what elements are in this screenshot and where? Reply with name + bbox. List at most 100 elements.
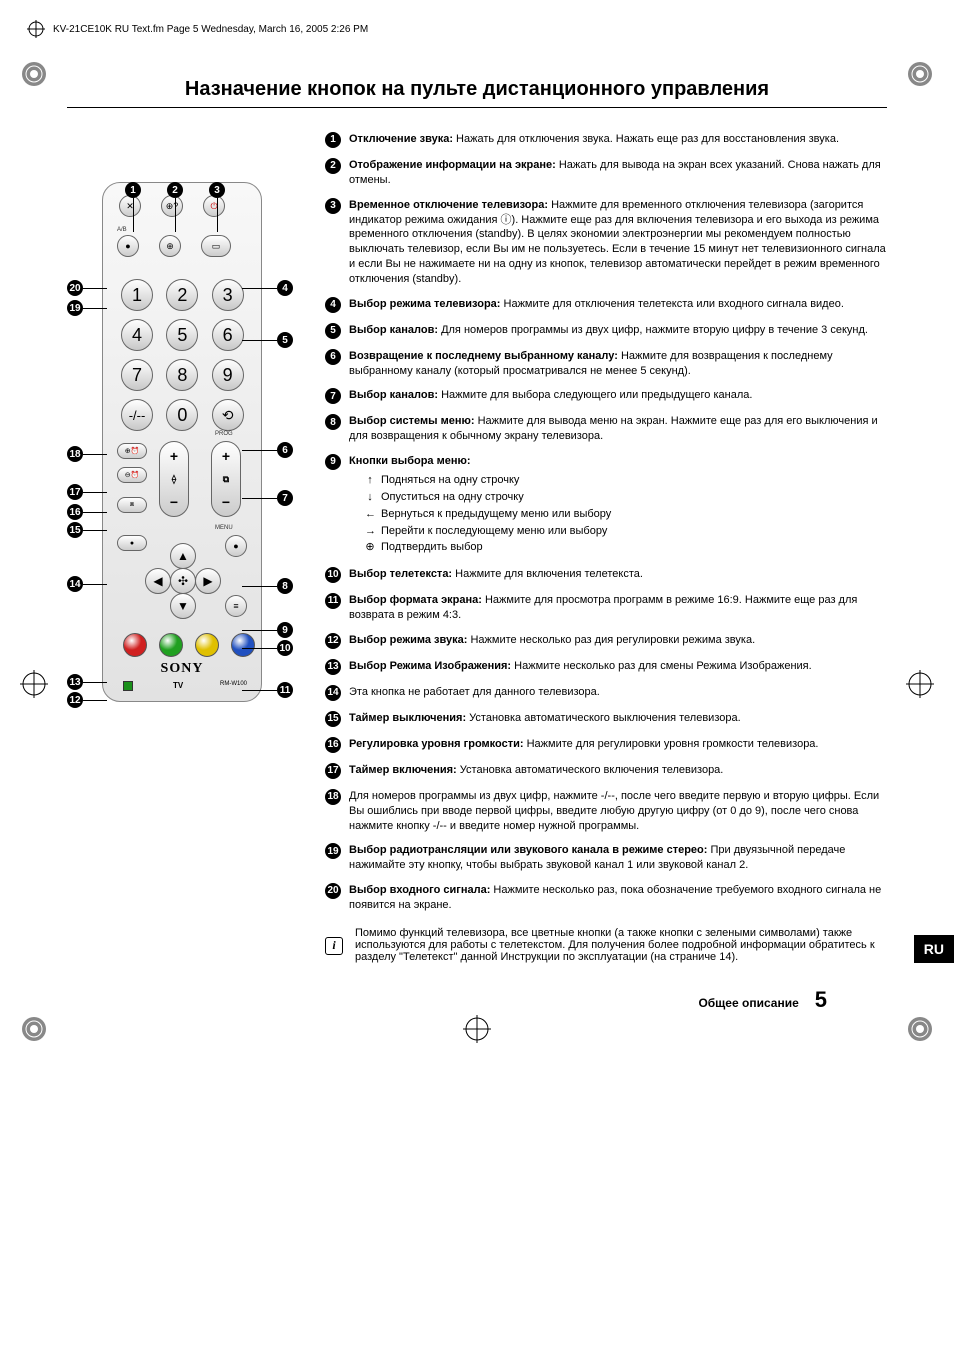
info-note: i Помимо функций телевизора, все цветные … (325, 927, 887, 963)
input-button[interactable]: ⊕ (159, 235, 181, 257)
callout-5: 5 (277, 332, 293, 348)
bullet-icon: 5 (325, 323, 341, 339)
timer-on-btn[interactable]: ⊕⏰ (117, 443, 147, 459)
bullet-icon: 8 (325, 414, 341, 430)
callout-6: 6 (277, 442, 293, 458)
volume-rocker[interactable]: + ⟠ − (159, 441, 189, 517)
bullet-icon: 15 (325, 711, 341, 727)
bullet-icon: 9 (325, 454, 341, 470)
num-6[interactable]: 6 (212, 319, 244, 351)
num-3[interactable]: 3 (212, 279, 244, 311)
desc-text: Выбор телетекста: Нажмите для включения … (349, 567, 887, 583)
numpad: 1 2 3 4 5 6 7 8 9 -/-- 0 ⟲ (121, 279, 245, 431)
bullet-icon: 2 (325, 158, 341, 174)
callout-8: 8 (277, 578, 293, 594)
brand-label: SONY (103, 661, 261, 677)
callout-4: 4 (277, 280, 293, 296)
extra-btn[interactable]: ⧈ (117, 497, 147, 513)
desc-text: Отключение звука: Нажать для отключения … (349, 132, 887, 148)
digit-dash[interactable]: -/-- (121, 399, 153, 431)
page-title: Назначение кнопок на пульте дистанционно… (67, 78, 887, 108)
num-1[interactable]: 1 (121, 279, 153, 311)
bullet-icon: 18 (325, 789, 341, 805)
desc-item-19: 19Выбор радиотрансляции или звукового ка… (325, 843, 887, 873)
ok-button[interactable]: ✣ (170, 568, 196, 594)
callout-3: 3 (209, 182, 225, 198)
num-9[interactable]: 9 (212, 359, 244, 391)
num-8[interactable]: 8 (166, 359, 198, 391)
right-button[interactable]: ▶ (195, 568, 221, 594)
desc-text: Эта кнопка не работает для данного телев… (349, 685, 887, 701)
vol-minus: − (170, 494, 178, 510)
remote-body: ✕ ⊕? ⏻ A/B ● ⊕ ▭ 1 2 3 4 5 6 (102, 182, 262, 702)
desc-item-9: 9Кнопки выбора меню: ↑Подняться на одну … (325, 454, 887, 557)
desc-text: Временное отключение телевизора: Нажмите… (349, 198, 887, 287)
desc-text: Регулировка уровня громкости: Нажмите дл… (349, 737, 887, 753)
page-number: 5 (815, 987, 827, 1013)
unused-btn[interactable]: ● (117, 535, 147, 551)
reg-mark-ml (20, 670, 48, 698)
num-4[interactable]: 4 (121, 319, 153, 351)
blue-button[interactable] (231, 633, 255, 657)
prog-rocker[interactable]: + ⧉ − (211, 441, 241, 517)
callout-11: 11 (277, 682, 293, 698)
callout-1: 1 (125, 182, 141, 198)
remote-diagram: ✕ ⊕? ⏻ A/B ● ⊕ ▭ 1 2 3 4 5 6 (67, 182, 297, 702)
menu-button[interactable]: ● (225, 535, 247, 557)
desc-text: Выбор системы меню: Нажмите для вывода м… (349, 414, 887, 444)
desc-item-6: 6Возвращение к последнему выбранному кан… (325, 349, 887, 379)
desc-item-5: 5 Выбор каналов: Для номеров программы из… (325, 323, 887, 339)
desc-text: Выбор формата экрана: Нажмите для просмо… (349, 593, 887, 623)
callout-18: 18 (67, 446, 83, 462)
green-square-icon (123, 681, 133, 691)
num-2[interactable]: 2 (166, 279, 198, 311)
red-button[interactable] (123, 633, 147, 657)
down-button[interactable]: ▼ (170, 593, 196, 619)
callout-17: 17 (67, 484, 83, 500)
ab-button[interactable]: ● (117, 235, 139, 257)
desc-text: Выбор каналов: Нажмите для выбора следую… (349, 388, 887, 404)
callout-10: 10 (277, 640, 293, 656)
num-0[interactable]: 0 (166, 399, 198, 431)
desc-item-16: 16Регулировка уровня громкости: Нажмите … (325, 737, 887, 753)
left-button[interactable]: ◀ (145, 568, 171, 594)
ab-label: A/B (117, 227, 127, 233)
desc-item-13: 13Выбор Режима Изображения: Нажмите неск… (325, 659, 887, 675)
tv-mode-button[interactable]: ▭ (201, 235, 231, 257)
power-button[interactable]: ⏻ (203, 195, 225, 217)
crosshair-icon (27, 20, 45, 38)
reg-mark-tr (906, 60, 934, 88)
yellow-button[interactable] (195, 633, 219, 657)
mute-button[interactable]: ✕ (119, 195, 141, 217)
info-icon: i (325, 937, 343, 955)
desc-text: Выбор каналов: Для номеров программы из … (349, 323, 887, 339)
callout-2: 2 (167, 182, 183, 198)
vol-plus: + (170, 448, 178, 464)
desc-item-17: 17Таймер включения: Установка автоматиче… (325, 763, 887, 779)
desc-item-3: 3Временное отключение телевизора: Нажмит… (325, 198, 887, 287)
reg-mark-tl (20, 60, 48, 88)
desc-text: Возвращение к последнему выбранному кана… (349, 349, 887, 379)
info-text: Помимо функций телевизора, все цветные к… (355, 927, 887, 963)
callout-19: 19 (67, 300, 83, 316)
desc-text: Выбор радиотрансляции или звукового кана… (349, 843, 887, 873)
bullet-icon: 20 (325, 883, 341, 899)
desc-text: Таймер выключения: Установка автоматичес… (349, 711, 887, 727)
reg-mark-br (906, 1015, 934, 1043)
callout-16: 16 (67, 504, 83, 520)
return-channel[interactable]: ⟲ (212, 399, 244, 431)
num-7[interactable]: 7 (121, 359, 153, 391)
info-button[interactable]: ⊕? (161, 195, 183, 217)
up-button[interactable]: ▲ (170, 543, 196, 569)
desc-item-12: 12Выбор режима звука: Нажмите несколько … (325, 633, 887, 649)
timer-off-btn[interactable]: ⊖⏰ (117, 467, 147, 483)
bullet-icon: 13 (325, 659, 341, 675)
desc-item-15: 15 Таймер выключения: Установка автоматич… (325, 711, 887, 727)
green-button[interactable] (159, 633, 183, 657)
callout-9: 9 (277, 622, 293, 638)
descriptions-list: 1Отключение звука: Нажать для отключения… (325, 132, 887, 963)
num-5[interactable]: 5 (166, 319, 198, 351)
desc-item-10: 10Выбор телетекста: Нажмите для включени… (325, 567, 887, 583)
desc-item-20: 20Выбор входного сигнала: Нажмите нескол… (325, 883, 887, 913)
teletext-button[interactable]: ≡ (225, 595, 247, 617)
